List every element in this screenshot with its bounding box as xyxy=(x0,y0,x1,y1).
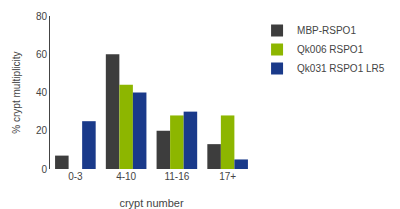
svg-text:Qk031 RSPO1 LR5: Qk031 RSPO1 LR5 xyxy=(297,63,385,74)
svg-text:Qk006 RSPO1: Qk006 RSPO1 xyxy=(297,44,364,55)
svg-text:% crypt multiplicity: % crypt multiplicity xyxy=(11,51,22,133)
svg-text:20: 20 xyxy=(36,125,48,136)
svg-text:0-3: 0-3 xyxy=(68,171,83,182)
svg-text:crypt number: crypt number xyxy=(119,197,184,209)
svg-text:60: 60 xyxy=(36,49,48,60)
svg-text:MBP-RSPO1: MBP-RSPO1 xyxy=(297,25,356,36)
svg-text:0: 0 xyxy=(41,164,47,175)
svg-text:17+: 17+ xyxy=(219,171,236,182)
svg-text:4-10: 4-10 xyxy=(116,171,136,182)
svg-text:80: 80 xyxy=(36,11,48,22)
svg-text:40: 40 xyxy=(36,87,48,98)
svg-text:11-16: 11-16 xyxy=(164,171,189,182)
